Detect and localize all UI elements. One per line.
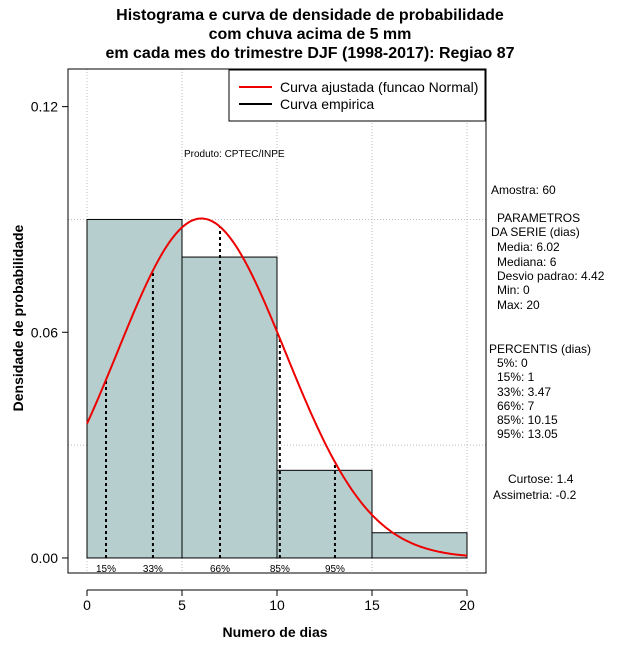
y-tick-label-0.00: 0.00 (31, 550, 58, 566)
params-title-2: DA SERIE (dias) (491, 225, 580, 239)
y-tick-label-0.06: 0.06 (31, 324, 58, 340)
x-tick-label-5: 5 (178, 597, 186, 613)
product-annotation: Produto: CPTEC/INPE (184, 149, 285, 160)
percentile-label-33: 33% (143, 564, 163, 575)
params-title-1: PARAMETROS (497, 211, 581, 225)
percentile-label-66: 66% (210, 564, 230, 575)
param-min: Min: 0 (497, 283, 530, 297)
x-axis-label: Numero de dias (222, 624, 328, 640)
percentile-66: 66%: 7 (497, 399, 535, 413)
histogram-bar-3 (276, 469, 373, 559)
y-axis-label: Densidade de probabilidade (10, 224, 26, 412)
chart-title-line-3: em cada mes do trimestre DJF (1998-2017)… (105, 45, 515, 62)
percentile-85: 85%: 10.15 (497, 413, 558, 427)
percentile-label-85: 85% (270, 564, 290, 575)
x-tick-label-10: 10 (269, 597, 285, 613)
legend-label-fitted: Curva ajustada (funcao Normal) (280, 79, 478, 95)
percentile-label-95: 95% (325, 564, 345, 575)
percentile-15: 15%: 1 (497, 370, 535, 384)
param-median: Mediana: 6 (497, 255, 557, 269)
y-tick-label-0.12: 0.12 (31, 99, 58, 115)
x-tick-label-0: 0 (83, 597, 91, 613)
normal-curve-line (86, 217, 468, 557)
param-max: Max: 20 (497, 298, 540, 312)
kurtosis: Curtose: 1.4 (508, 472, 574, 486)
percentile-lines: 15% 33% 66% 85% 95% (96, 226, 345, 575)
chart-title-line-2: com chuva acima de 5 mm (208, 26, 412, 43)
x-tick-label-20: 20 (459, 597, 475, 613)
chart-title-line-1: Histograma e curva de densidade de proba… (116, 7, 504, 24)
normal-curve (86, 217, 468, 557)
legend-label-empirical: Curva empirica (280, 96, 374, 112)
percentile-95: 95%: 13.05 (497, 427, 558, 441)
histogram-bars (86, 218, 468, 559)
histogram-bar-2 (181, 256, 278, 559)
skewness: Assimetria: -0.2 (493, 488, 577, 502)
param-mean: Media: 6.02 (497, 240, 560, 254)
percentile-label-15: 15% (96, 564, 116, 575)
x-tick-label-15: 15 (364, 597, 380, 613)
percentiles-title: PERCENTIS (dias) (489, 342, 592, 356)
percentile-5: 5%: 0 (497, 356, 528, 370)
legend-box (228, 69, 486, 122)
param-stddev: Desvio padrao: 4.42 (497, 269, 605, 283)
sample-size: Amostra: 60 (491, 183, 556, 197)
percentile-33: 33%: 3.47 (497, 385, 552, 399)
axes: 0 5 10 15 20 0.00 0.06 0.12 (31, 99, 475, 613)
legend: Curva ajustada (funcao Normal) Curva emp… (228, 69, 486, 122)
